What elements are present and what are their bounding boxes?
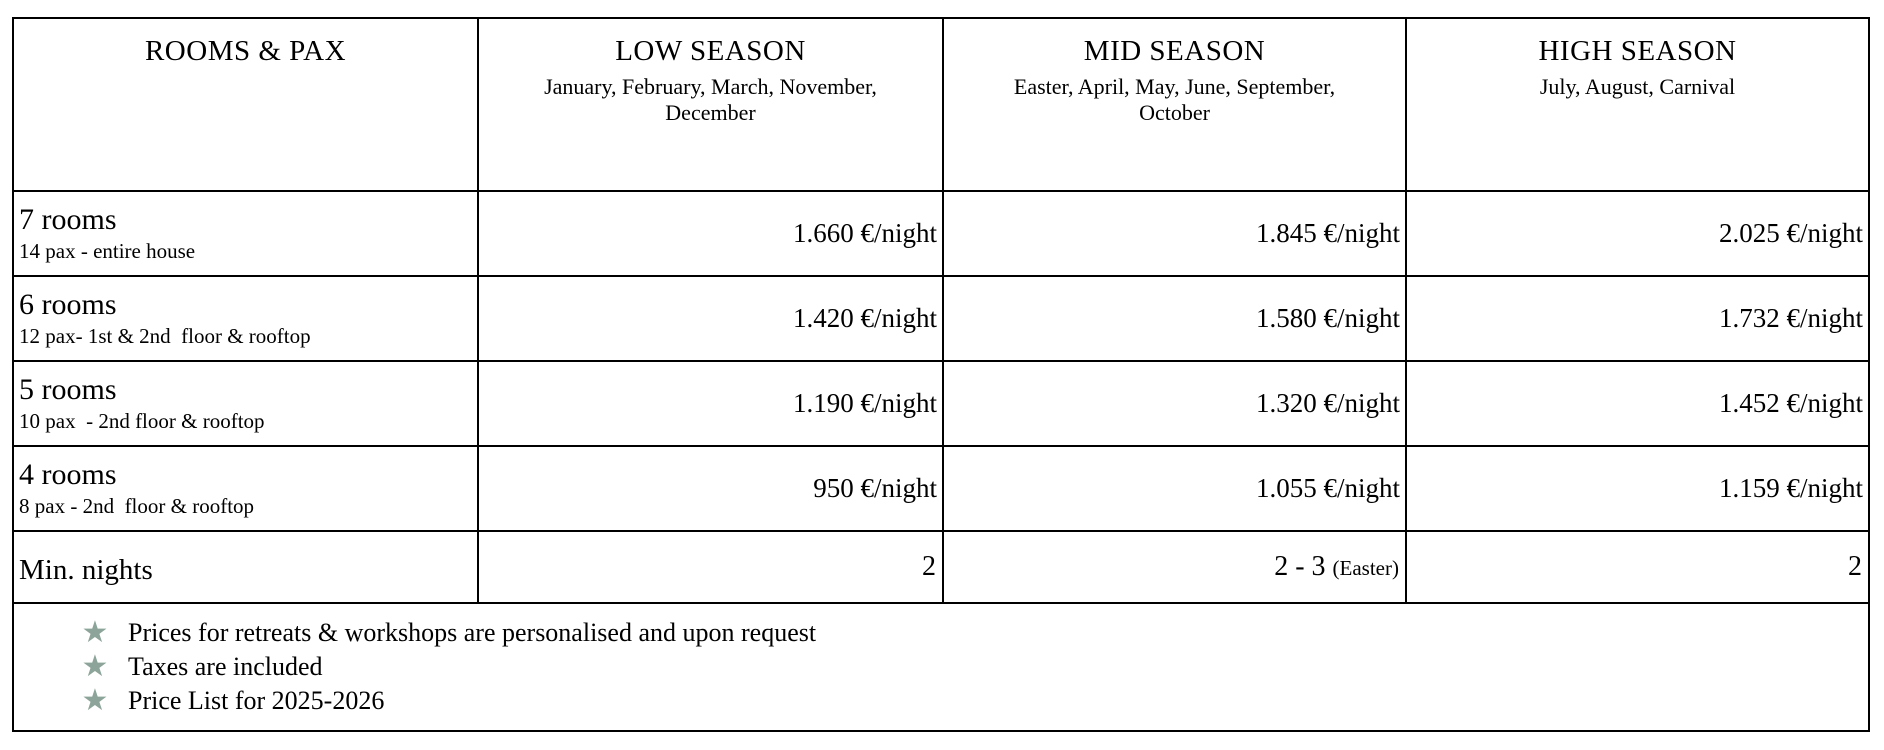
room-label-cell: 4 rooms 8 pax - 2nd floor & rooftop	[12, 445, 479, 532]
note-text: Price List for 2025-2026	[128, 686, 385, 715]
table-row: 6 rooms 12 pax- 1st & 2nd floor & roofto…	[12, 275, 1870, 362]
low-season-title: LOW SEASON	[615, 35, 806, 67]
table-row: 4 rooms 8 pax - 2nd floor & rooftop 950 …	[12, 445, 1870, 532]
note-line: ★ Price List for 2025-2026	[78, 684, 1867, 718]
header-mid-season-cell: MID SEASON Easter, April, May, June, Sep…	[942, 17, 1407, 192]
mid-season-price: 1.320 €/night	[942, 360, 1407, 447]
rooms-pax-heading: ROOMS & PAX	[144, 35, 347, 67]
min-nights-mid-note: (Easter)	[1332, 556, 1399, 580]
room-name: 6 rooms	[19, 288, 117, 322]
min-nights-high: 2	[1405, 530, 1870, 604]
header-high-season-cell: HIGH SEASON July, August, Carnival	[1405, 17, 1870, 192]
mid-season-price: 1.055 €/night	[942, 445, 1407, 532]
header-low-season-cell: LOW SEASON January, February, March, Nov…	[477, 17, 944, 192]
header-rooms-pax-cell: ROOMS & PAX	[12, 17, 479, 192]
mid-season-price: 1.580 €/night	[942, 275, 1407, 362]
star-icon: ★	[81, 650, 109, 683]
min-nights-mid: 2 - 3 (Easter)	[942, 530, 1407, 604]
min-nights-mid-value: 2 - 3	[1274, 551, 1326, 582]
note-text: Prices for retreats & workshops are pers…	[128, 618, 817, 647]
high-season-months: July, August, Carnival	[1539, 73, 1736, 99]
mid-season-months: Easter, April, May, June, September, Oct…	[1013, 73, 1336, 126]
high-season-price: 1.732 €/night	[1405, 275, 1870, 362]
low-season-price: 1.660 €/night	[477, 190, 944, 277]
low-season-price: 950 €/night	[477, 445, 944, 532]
note-line: ★ Prices for retreats & workshops are pe…	[78, 616, 1867, 650]
notes-cell: ★ Prices for retreats & workshops are pe…	[12, 602, 1870, 732]
star-icon: ★	[81, 684, 109, 717]
note-text: Taxes are included	[128, 652, 323, 681]
header-row: ROOMS & PAX LOW SEASON January, February…	[12, 17, 1870, 192]
table-row: 7 rooms 14 pax - entire house 1.660 €/ni…	[12, 190, 1870, 277]
high-season-price: 1.159 €/night	[1405, 445, 1870, 532]
room-detail: 10 pax - 2nd floor & rooftop	[19, 409, 265, 434]
room-detail: 14 pax - entire house	[19, 239, 196, 264]
high-season-price: 1.452 €/night	[1405, 360, 1870, 447]
table-row: 5 rooms 10 pax - 2nd floor & rooftop 1.1…	[12, 360, 1870, 447]
low-season-months: January, February, March, November, Dece…	[544, 73, 877, 126]
high-season-title: HIGH SEASON	[1538, 35, 1737, 67]
low-season-price: 1.190 €/night	[477, 360, 944, 447]
room-name: 4 rooms	[19, 458, 117, 492]
high-season-price: 2.025 €/night	[1405, 190, 1870, 277]
room-detail: 8 pax - 2nd floor & rooftop	[19, 494, 255, 519]
room-name: 5 rooms	[19, 373, 117, 407]
room-name: 7 rooms	[19, 203, 117, 237]
room-label-cell: 7 rooms 14 pax - entire house	[12, 190, 479, 277]
room-label-cell: 5 rooms 10 pax - 2nd floor & rooftop	[12, 360, 479, 447]
notes-row: ★ Prices for retreats & workshops are pe…	[12, 602, 1870, 732]
min-nights-row: Min. nights 2 2 - 3 (Easter) 2	[12, 530, 1870, 604]
price-list-table: ROOMS & PAX LOW SEASON January, February…	[12, 17, 1870, 732]
room-label-cell: 6 rooms 12 pax- 1st & 2nd floor & roofto…	[12, 275, 479, 362]
star-icon: ★	[81, 616, 109, 649]
note-line: ★ Taxes are included	[78, 650, 1867, 684]
min-nights-label: Min. nights	[12, 530, 479, 604]
room-detail: 12 pax- 1st & 2nd floor & rooftop	[19, 324, 311, 349]
mid-season-title: MID SEASON	[1083, 35, 1266, 67]
low-season-price: 1.420 €/night	[477, 275, 944, 362]
mid-season-price: 1.845 €/night	[942, 190, 1407, 277]
min-nights-low: 2	[477, 530, 944, 604]
